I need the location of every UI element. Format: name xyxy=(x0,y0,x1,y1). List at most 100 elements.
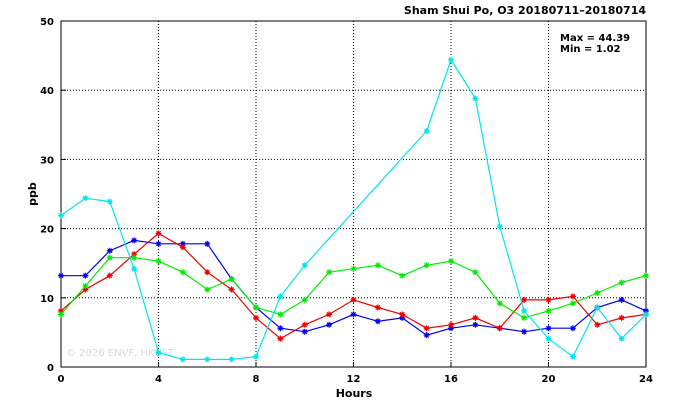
data-point xyxy=(106,198,113,205)
data-point xyxy=(569,325,576,332)
data-point xyxy=(82,283,89,290)
series-1 xyxy=(58,237,649,339)
data-point xyxy=(326,321,333,328)
data-point xyxy=(106,272,113,279)
data-point xyxy=(253,314,259,321)
data-point xyxy=(58,212,64,219)
data-point xyxy=(301,262,308,269)
data-point xyxy=(82,286,89,293)
data-point xyxy=(594,321,601,328)
data-point xyxy=(155,349,162,356)
data-point xyxy=(448,258,454,265)
data-point xyxy=(277,335,284,342)
data-point xyxy=(399,272,406,279)
y-tick-label: 10 xyxy=(40,294,54,305)
y-tick-label: 0 xyxy=(47,363,54,374)
chart-title: Sham Shui Po, O3 20180711–20180714 xyxy=(404,4,646,17)
y-tick-label: 20 xyxy=(40,225,54,236)
data-point xyxy=(277,293,284,300)
data-point xyxy=(448,56,454,63)
data-point xyxy=(204,286,211,293)
y-tick-label: 40 xyxy=(40,86,54,97)
data-point xyxy=(545,325,552,332)
data-point xyxy=(82,272,89,279)
data-point xyxy=(472,321,479,328)
data-point xyxy=(618,279,625,286)
data-point xyxy=(179,240,186,247)
data-point xyxy=(496,300,503,307)
data-point xyxy=(545,307,552,314)
series-3 xyxy=(58,254,649,321)
data-point xyxy=(399,314,406,321)
data-point xyxy=(301,296,308,303)
data-point xyxy=(569,353,576,360)
data-point xyxy=(399,311,406,318)
series-4 xyxy=(58,56,649,363)
data-point xyxy=(350,296,357,303)
x-axis-label: Hours xyxy=(336,387,373,400)
max-label: Max = 44.39 xyxy=(560,33,630,44)
data-point xyxy=(643,311,649,318)
data-point xyxy=(106,254,113,261)
data-point xyxy=(423,332,430,339)
data-point xyxy=(472,95,479,102)
data-point xyxy=(204,356,211,363)
x-tick-label: 20 xyxy=(542,374,556,385)
y-tick-label: 50 xyxy=(40,17,54,28)
y-axis-label: ppb xyxy=(26,182,39,206)
data-point xyxy=(253,353,259,360)
data-point xyxy=(374,318,381,325)
data-point xyxy=(58,311,64,318)
data-point xyxy=(521,328,528,335)
data-point xyxy=(326,269,333,276)
x-tick-label: 16 xyxy=(444,374,458,385)
data-point xyxy=(521,314,528,321)
data-point xyxy=(618,335,625,342)
data-point xyxy=(448,325,454,332)
data-point xyxy=(228,356,235,363)
data-point xyxy=(82,195,89,202)
data-point xyxy=(496,325,503,332)
series-layer xyxy=(58,56,649,363)
watermark: © 2026 ENVF, HKUST xyxy=(66,348,175,359)
data-point xyxy=(521,307,528,314)
data-point xyxy=(472,269,479,276)
data-point xyxy=(521,296,528,303)
y-tick-label: 30 xyxy=(40,155,54,166)
data-point xyxy=(569,300,576,307)
series-2 xyxy=(58,230,649,342)
data-point xyxy=(277,311,284,318)
data-point xyxy=(472,314,479,321)
tick-labels: 0 4 8 12 16 20 24 0 10 20 30 40 50 xyxy=(40,17,653,385)
data-point xyxy=(131,265,138,272)
data-point xyxy=(253,304,259,311)
data-point xyxy=(179,356,186,363)
data-point xyxy=(618,296,625,303)
data-point xyxy=(155,230,162,237)
data-point xyxy=(131,254,138,261)
data-point xyxy=(179,269,186,276)
data-point xyxy=(155,258,162,265)
data-point xyxy=(350,311,357,318)
data-point xyxy=(58,272,64,279)
data-point xyxy=(204,269,211,276)
data-point xyxy=(643,272,649,279)
data-point xyxy=(326,311,333,318)
data-point xyxy=(545,335,552,342)
x-tick-label: 0 xyxy=(58,374,65,385)
data-point xyxy=(643,307,649,314)
data-point xyxy=(448,321,454,328)
data-point xyxy=(545,296,552,303)
data-point xyxy=(228,276,235,283)
data-point xyxy=(106,247,113,254)
x-tick-label: 4 xyxy=(155,374,162,385)
data-point xyxy=(155,240,162,247)
data-point xyxy=(131,251,138,258)
data-point xyxy=(618,314,625,321)
x-tick-label: 24 xyxy=(639,374,653,385)
data-point xyxy=(374,304,381,311)
data-point xyxy=(594,304,601,311)
min-label: Min = 1.02 xyxy=(560,44,621,55)
data-point xyxy=(594,289,601,296)
